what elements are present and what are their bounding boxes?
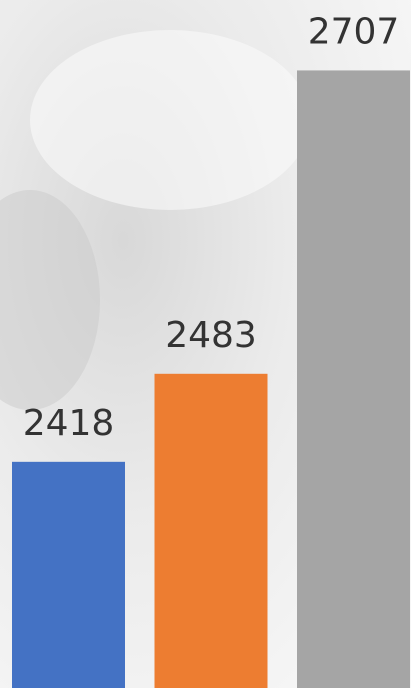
bar: [297, 70, 410, 688]
data-label: 2418: [23, 403, 115, 444]
background-shape: [30, 30, 310, 210]
background-shape: [0, 190, 100, 410]
bar: [12, 461, 125, 688]
data-label: 2483: [165, 315, 257, 356]
data-label: 2707: [308, 11, 400, 52]
bar: [154, 373, 268, 688]
